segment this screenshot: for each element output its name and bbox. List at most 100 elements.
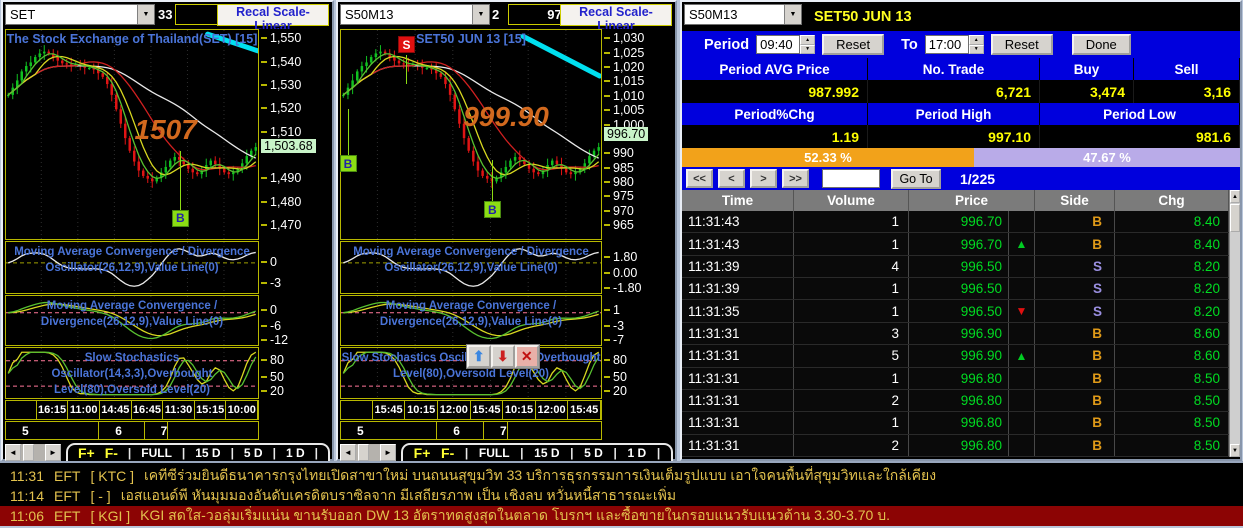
font-increase-button[interactable]: F+ bbox=[77, 445, 95, 461]
column-header[interactable]: Time bbox=[682, 190, 794, 211]
scrollbar-thumb[interactable] bbox=[23, 443, 34, 461]
news-text: เอสแอนด์พี หันมุมมองอันดับเครดิตบราซิลจา… bbox=[120, 487, 677, 503]
table-row[interactable]: 11:31:31 1 996.80 B 8.50 bbox=[682, 412, 1229, 435]
period-from-stepper[interactable]: 09:40 ▲ ▼ bbox=[756, 35, 816, 54]
scroll-left-icon[interactable]: ◄ bbox=[5, 443, 21, 461]
down-arrow-button[interactable]: ⬇ bbox=[490, 345, 515, 368]
scroll-down-icon[interactable]: ▼ bbox=[1230, 444, 1240, 457]
separator: | bbox=[314, 446, 318, 460]
scrollbar-track[interactable] bbox=[21, 443, 45, 461]
price-chart-pane[interactable]: SET50 JUN 13 [15] 999.90 S B B bbox=[339, 29, 602, 240]
table-row[interactable]: 11:31:43 1 996.70 B 8.40 bbox=[682, 211, 1229, 234]
macd-pane[interactable]: Moving Average Convergence / Divergence(… bbox=[340, 295, 602, 346]
horizontal-scrollbar[interactable]: ◄ ► bbox=[5, 443, 61, 461]
up-arrow-button[interactable]: ⬆ bbox=[466, 345, 491, 368]
trade-change: 8.50 bbox=[1115, 434, 1229, 456]
news-text: เคทีซีร่วมยินดีธนาคารกรุงไทยเปิดสาขาใหม่… bbox=[144, 467, 937, 483]
trade-price: 996.50 bbox=[909, 255, 1009, 278]
period-to-value[interactable]: 17:00 bbox=[924, 35, 969, 54]
price-chart-pane[interactable]: The Stock Exchange of Thailand(SET) [15]… bbox=[5, 29, 259, 240]
symbol-select-value: SET bbox=[10, 7, 36, 22]
range-1d-button[interactable]: 1 D bbox=[285, 446, 305, 460]
range-1d-button[interactable]: 1 D bbox=[627, 446, 647, 460]
close-icon[interactable]: ✕ bbox=[514, 345, 539, 368]
done-button[interactable]: Done bbox=[1071, 34, 1131, 55]
scroll-up-icon[interactable]: ▲ bbox=[1230, 190, 1240, 203]
period-from-value[interactable]: 09:40 bbox=[756, 35, 801, 54]
prev-page-button[interactable]: < bbox=[718, 169, 745, 188]
macd-pane[interactable]: Moving Average Convergence / Divergence(… bbox=[5, 295, 259, 346]
axis-tick: -7 bbox=[604, 333, 624, 347]
symbol-select[interactable]: S50M13 ▼ bbox=[684, 4, 802, 25]
column-header[interactable]: Price bbox=[909, 190, 1035, 211]
range-5d-button[interactable]: 5 D bbox=[584, 446, 603, 460]
scroll-right-icon[interactable]: ► bbox=[380, 443, 396, 461]
table-row[interactable]: 11:31:39 1 996.50 S 8.20 bbox=[682, 278, 1229, 301]
spin-up-icon[interactable]: ▲ bbox=[968, 35, 984, 45]
goto-button[interactable]: Go To bbox=[891, 168, 941, 189]
horizontal-scrollbar[interactable]: ◄ ► bbox=[340, 443, 396, 461]
trade-side: S bbox=[1035, 300, 1115, 322]
scrollbar-thumb[interactable] bbox=[358, 443, 369, 461]
macd-oscillator-axis: 1.80 0.00 -1.80 bbox=[604, 241, 673, 295]
stochastics-pane[interactable]: Slow Stochastics Oscillator(14,3,3),Over… bbox=[340, 344, 602, 399]
column-header[interactable]: Side bbox=[1035, 190, 1115, 211]
goto-page-input[interactable] bbox=[822, 169, 880, 188]
spin-down-icon[interactable]: ▼ bbox=[968, 44, 984, 54]
column-header[interactable]: Chg bbox=[1115, 190, 1229, 211]
axis-tick: -6 bbox=[261, 319, 281, 333]
news-tag: EFT bbox=[54, 508, 81, 524]
time-axis-spacer bbox=[341, 401, 373, 419]
chevron-down-icon[interactable]: ▼ bbox=[784, 5, 801, 24]
reset-from-button[interactable]: Reset bbox=[822, 34, 885, 55]
table-row[interactable]: 11:31:43 1 996.70 B 8.40 bbox=[682, 233, 1229, 256]
scrollbar-thumb[interactable] bbox=[1230, 204, 1240, 232]
next-page-button[interactable]: > bbox=[750, 169, 777, 188]
reset-to-button[interactable]: Reset bbox=[990, 34, 1053, 55]
recal-scale-button[interactable]: Recal Scale-Linear bbox=[217, 4, 329, 33]
first-page-button[interactable]: << bbox=[686, 169, 713, 188]
stochastics-pane[interactable]: Slow Stochastics Oscillator(14,3,3),Over… bbox=[5, 347, 259, 399]
table-row[interactable]: 11:31:31 3 996.90 B 8.60 bbox=[682, 322, 1229, 346]
symbol-select[interactable]: S50M13 ▼ bbox=[340, 4, 490, 25]
spin-up-icon[interactable]: ▲ bbox=[800, 35, 816, 45]
recal-scale-button[interactable]: Recal Scale-Linear bbox=[560, 4, 672, 33]
stats-value: 6,721 bbox=[868, 80, 1040, 103]
table-row[interactable]: 11:31:31 2 996.80 B 8.50 bbox=[682, 434, 1229, 457]
trade-volume: 1 bbox=[794, 278, 909, 300]
macd-oscillator-pane[interactable]: Moving Average Convergence / Divergence … bbox=[5, 241, 259, 294]
column-header[interactable]: Volume bbox=[794, 190, 909, 211]
range-full-button[interactable]: FULL bbox=[478, 446, 510, 460]
spin-down-icon[interactable]: ▼ bbox=[800, 44, 816, 54]
price-direction-icon bbox=[1009, 345, 1035, 367]
range-15d-button[interactable]: 15 D bbox=[195, 446, 221, 460]
symbol-select[interactable]: SET ▼ bbox=[5, 4, 155, 25]
last-price-label: 1,503.68 bbox=[261, 139, 316, 154]
scroll-left-icon[interactable]: ◄ bbox=[340, 443, 356, 461]
trade-time: 11:31:31 bbox=[682, 367, 794, 389]
table-row[interactable]: 11:31:39 4 996.50 S 8.20 bbox=[682, 255, 1229, 279]
axis-tick: 0 bbox=[261, 255, 277, 269]
vertical-scrollbar[interactable]: ▲ ▼ bbox=[1229, 190, 1240, 457]
font-increase-button[interactable]: F+ bbox=[413, 445, 431, 461]
macd-oscillator-pane[interactable]: Moving Average Convergence / Divergence … bbox=[340, 241, 602, 294]
news-item[interactable]: 11:14 EFT [ - ] เอสแอนด์พี หันมุมมองอันด… bbox=[0, 486, 1243, 506]
news-item[interactable]: 11:06 EFT [ KGI ] KGI สดใส-วอลุ่มเริ่มแน… bbox=[0, 506, 1243, 526]
table-row[interactable]: 11:31:31 5 996.90 B 8.60 bbox=[682, 345, 1229, 368]
news-time: 11:14 bbox=[10, 488, 44, 504]
table-row[interactable]: 11:31:35 1 996.50 S 8.20 bbox=[682, 300, 1229, 323]
period-to-stepper[interactable]: 17:00 ▲ ▼ bbox=[924, 35, 984, 54]
range-full-button[interactable]: FULL bbox=[141, 446, 172, 460]
font-decrease-button[interactable]: F- bbox=[441, 445, 455, 461]
news-item[interactable]: 11:31 EFT [ KTC ] เคทีซีร่วมยินดีธนาคารก… bbox=[0, 466, 1243, 486]
table-row[interactable]: 11:31:31 2 996.80 B 8.50 bbox=[682, 389, 1229, 413]
scrollbar-track[interactable] bbox=[356, 443, 380, 461]
chevron-down-icon[interactable]: ▼ bbox=[472, 5, 489, 24]
range-5d-button[interactable]: 5 D bbox=[243, 446, 263, 460]
font-decrease-button[interactable]: F- bbox=[104, 445, 118, 461]
chevron-down-icon[interactable]: ▼ bbox=[137, 5, 154, 24]
table-row[interactable]: 11:31:31 1 996.80 B 8.50 bbox=[682, 367, 1229, 390]
range-15d-button[interactable]: 15 D bbox=[534, 446, 560, 460]
last-page-button[interactable]: >> bbox=[782, 169, 809, 188]
scroll-right-icon[interactable]: ► bbox=[45, 443, 61, 461]
